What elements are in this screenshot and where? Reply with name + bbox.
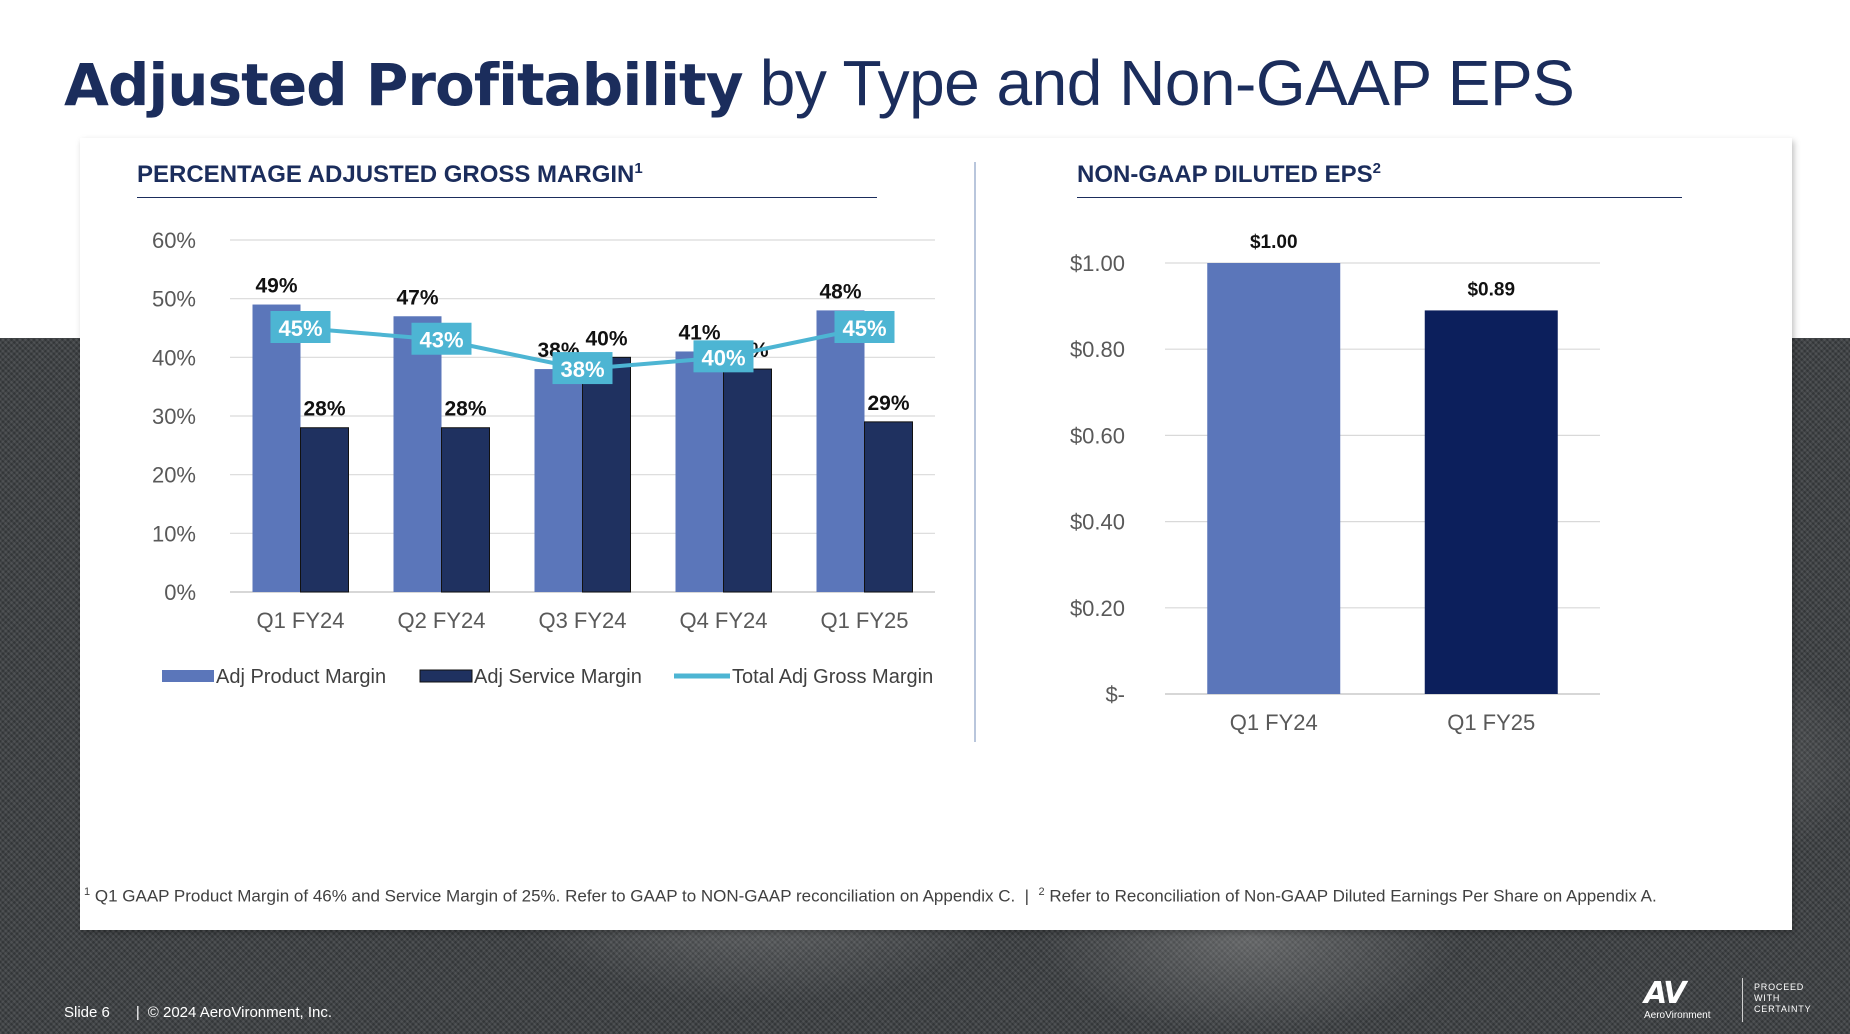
x-category-label: Q4 FY24: [679, 608, 767, 633]
legend-product-swatch: [162, 670, 214, 682]
page-title-regular: by Type and Non-GAAP EPS: [759, 47, 1575, 119]
y-tick-label: 0%: [164, 580, 196, 605]
footnote-text-2: Refer to Reconciliation of Non-GAAP Dilu…: [1049, 886, 1657, 906]
total-margin-label-box: [552, 352, 613, 385]
eps-bar: [1207, 263, 1341, 694]
product-margin-bar: [252, 304, 301, 592]
total-margin-label-box: [834, 311, 895, 343]
logo-mark: AV: [1644, 976, 1686, 1011]
service-margin-bar: [441, 427, 490, 593]
total-margin-label-box: [270, 311, 331, 343]
y-tick-label: $1.00: [1070, 251, 1125, 276]
footnote: 1 Q1 GAAP Product Margin of 46% and Serv…: [84, 886, 1657, 907]
gross-margin-heading-sup: 1: [634, 160, 643, 177]
y-tick-label: $0.60: [1070, 423, 1125, 448]
x-category-label: Q2 FY24: [397, 608, 485, 633]
logo-tagline: PROCEED WITH CERTAINTY: [1754, 982, 1811, 1015]
eps-heading-sup: 2: [1372, 160, 1381, 177]
legend-service-label: Adj Service Margin: [474, 666, 642, 688]
footnote-separator: |: [1024, 886, 1030, 906]
legend-product-label: Adj Product Margin: [216, 666, 386, 688]
logo-divider: [1742, 978, 1743, 1022]
footnote-text-1: Q1 GAAP Product Margin of 46% and Servic…: [94, 886, 1016, 906]
gross-margin-heading-text: PERCENTAGE ADJUSTED GROSS MARGIN: [137, 161, 635, 188]
y-tick-label: 20%: [152, 463, 196, 488]
total-margin-label: 45%: [278, 316, 322, 341]
y-tick-label: 40%: [152, 345, 196, 370]
service-margin-label: 28%: [444, 398, 486, 421]
y-tick-label: 50%: [152, 287, 196, 312]
x-category-label: Q1 FY25: [1447, 710, 1535, 735]
y-tick-label: 60%: [152, 228, 196, 253]
eps-bar: [1424, 310, 1558, 694]
page-title: Adjusted Profitability by Type and Non-G…: [64, 46, 1575, 120]
service-margin-bar: [723, 368, 772, 593]
eps-value-label: $0.89: [1467, 279, 1515, 300]
product-margin-bar: [393, 316, 442, 592]
y-tick-label: $0.20: [1070, 596, 1125, 621]
tagline-line-1: PROCEED: [1754, 982, 1805, 992]
product-margin-label: 41%: [678, 321, 720, 344]
eps-value-label: $1.00: [1250, 232, 1298, 253]
x-category-label: Q1 FY25: [820, 608, 908, 633]
product-margin-label: 49%: [255, 275, 297, 298]
copyright-text: © 2024 AeroVironment, Inc.: [147, 1004, 332, 1021]
total-margin-label: 38%: [560, 357, 604, 382]
product-margin-label: 47%: [396, 286, 438, 309]
product-margin-bar: [816, 310, 865, 592]
tagline-line-3: CERTAINTY: [1754, 1004, 1812, 1014]
legend-total-label: Total Adj Gross Margin: [732, 666, 933, 688]
total-margin-label: 45%: [842, 316, 886, 341]
footnote-sup-2: 2: [1038, 886, 1045, 898]
service-margin-bar: [300, 427, 349, 593]
service-margin-bar: [864, 421, 913, 593]
x-category-label: Q1 FY24: [256, 608, 344, 633]
slide-number: Slide 6: [64, 1004, 110, 1021]
footer-separator: |: [135, 1004, 140, 1021]
y-tick-label: 10%: [152, 521, 196, 546]
company-logo: AV AeroVironment: [1644, 976, 1734, 1022]
legend-service-swatch: [419, 669, 473, 683]
x-category-label: Q1 FY24: [1230, 710, 1318, 735]
chart-divider: [974, 162, 976, 742]
y-tick-label: 30%: [152, 404, 196, 429]
y-tick-label: $0.80: [1070, 337, 1125, 362]
product-margin-bar: [534, 369, 583, 592]
y-tick-label: $0.40: [1070, 510, 1125, 535]
y-tick-label: $-: [1105, 682, 1125, 707]
logo-name: AeroVironment: [1644, 1010, 1711, 1021]
total-margin-label-box: [411, 322, 472, 355]
service-margin-label: 40%: [585, 327, 627, 350]
footnote-sup-1: 1: [84, 886, 91, 898]
eps-heading-text: NON-GAAP DILUTED EPS: [1077, 161, 1373, 188]
x-category-label: Q3 FY24: [538, 608, 626, 633]
page-title-bold: Adjusted Profitability: [64, 51, 744, 119]
service-margin-bar: [582, 356, 631, 593]
eps-heading: NON-GAAP DILUTED EPS2: [1077, 160, 1682, 198]
product-margin-label: 48%: [819, 280, 861, 303]
total-margin-label-box: [693, 340, 754, 373]
service-margin-label: 29%: [867, 392, 909, 415]
gross-margin-heading: PERCENTAGE ADJUSTED GROSS MARGIN1: [137, 160, 877, 198]
tagline-line-2: WITH: [1754, 993, 1781, 1003]
product-margin-bar: [675, 351, 724, 592]
total-margin-label: 40%: [701, 345, 745, 370]
slide-footer: Slide 6 | © 2024 AeroVironment, Inc.: [64, 1004, 332, 1021]
total-margin-label: 43%: [419, 328, 463, 353]
service-margin-label: 28%: [303, 398, 345, 421]
